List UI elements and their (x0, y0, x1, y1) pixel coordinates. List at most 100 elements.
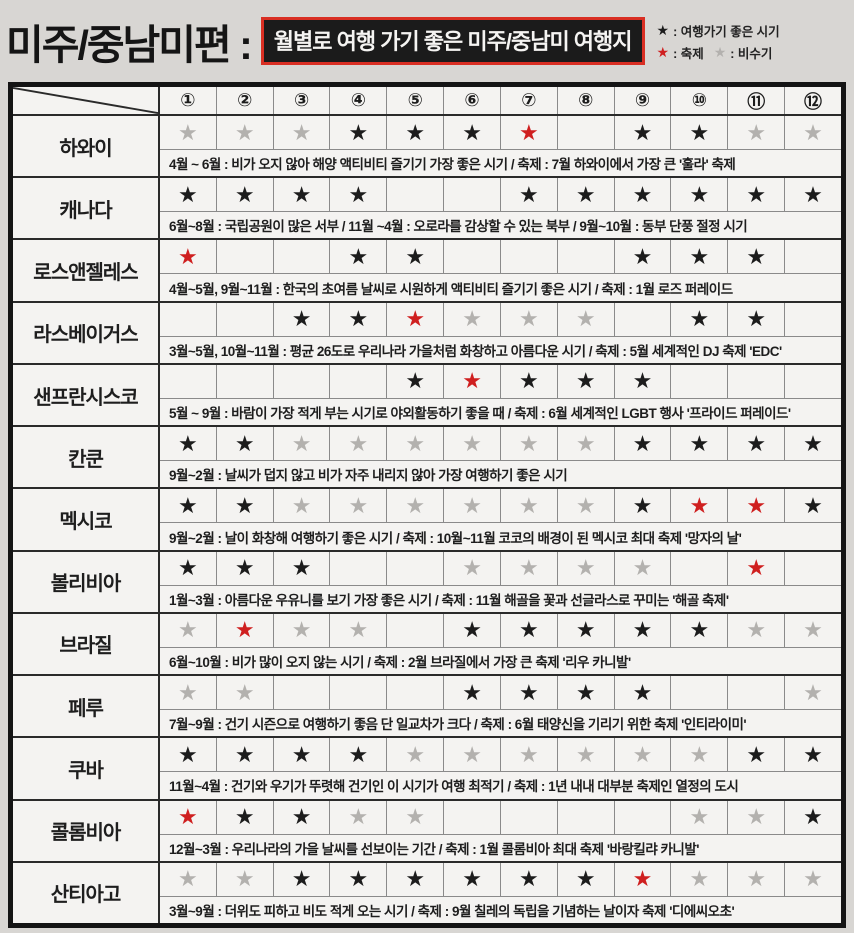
empty-cell-month-3 (272, 364, 330, 398)
gray-star-icon-month-4: ★ (329, 613, 386, 647)
table-row: 콜롬비아 ★ ★ ★ ★ ★ ★ ★ ★ 12월~3월 : 우리나라의 가을 날씨를 선보이는 기… (13, 798, 841, 861)
gray-star-icon-month-7: ★ (499, 302, 557, 336)
gray-star-icon-month-2: ★ (215, 676, 273, 710)
empty-cell-month-4 (329, 551, 386, 585)
month-header-2: ② (215, 87, 273, 114)
black-star-icon-month-8: ★ (556, 862, 614, 896)
stars-strip: ★ ★ ★ ★ ★ (160, 364, 841, 399)
black-star-icon-month-7: ★ (499, 364, 557, 398)
red-star-icon-month-11: ★ (727, 551, 784, 585)
black-star-icon-month-9: ★ (613, 178, 671, 212)
destination-name: 쿠바 (13, 738, 160, 799)
black-star-icon-month-4: ★ (329, 738, 386, 772)
stars-strip: ★ ★ ★ ★ ★ ★ ★ ★ (160, 551, 841, 586)
legend: ★ : 여행가기 좋은 시기 ★ : 축제 ★ : 비수기 (657, 21, 780, 62)
gray-star-icon: ★ (713, 44, 727, 60)
black-star-icon-month-3: ★ (272, 800, 330, 834)
black-star-icon-month-10: ★ (670, 178, 727, 212)
month-header-1: ① (180, 90, 196, 110)
gray-star-icon-month-9: ★ (613, 551, 671, 585)
gray-star-icon-month-4: ★ (329, 489, 386, 523)
months-area: ★ ★ ★ ★ ★ ★ ★ ★ ★ ★ ★ 6월~10월 : 비가 많이 오지 않는 시기 / 축제 … (160, 613, 841, 674)
empty-cell-month-5 (386, 551, 443, 585)
stars-strip: ★ ★ ★ ★ ★ ★ ★ ★ ★ ★ (160, 178, 841, 213)
gray-star-icon-month-8: ★ (556, 489, 614, 523)
black-star-icon-month-9: ★ (613, 240, 671, 274)
black-star-icon-month-4: ★ (329, 116, 386, 149)
black-star-icon-month-7: ★ (499, 862, 557, 896)
black-star-icon-month-3: ★ (272, 551, 330, 585)
destination-name: 페루 (13, 676, 160, 737)
black-star-icon-month-7: ★ (499, 676, 557, 710)
table-row: 페루 ★ ★ ★ ★ ★ ★ ★ 7월~9월 : 건기 시즌으로 여행하기 좋음 단 일교차가 … (13, 674, 841, 737)
black-star-icon-month-2: ★ (215, 738, 273, 772)
gray-star-icon-month-7: ★ (499, 489, 557, 523)
stars-strip: ★ ★ ★ ★ ★ ★ ★ ★ ★ ★ ★ ★ (160, 862, 841, 897)
black-star-icon-month-11: ★ (727, 302, 784, 336)
legend-line-2: ★ : 축제 ★ : 비수기 (657, 43, 780, 62)
black-star-icon-month-12: ★ (784, 427, 841, 461)
gray-star-icon-month-6: ★ (443, 738, 500, 772)
red-star-icon-month-11: ★ (727, 489, 784, 523)
empty-cell-month-12 (784, 302, 841, 336)
table-row: 라스베이거스 ★ ★ ★ ★ ★ ★ ★ ★ 3월~5월, 10월~11월 : 평균 26도로 우… (13, 300, 841, 363)
gray-star-icon-month-8: ★ (556, 738, 614, 772)
black-star-icon-month-9: ★ (613, 364, 671, 398)
black-star-icon-month-9: ★ (613, 613, 671, 647)
legend-label-offseason: : 비수기 (730, 46, 773, 61)
black-star-icon-month-6: ★ (443, 116, 500, 149)
red-star-icon: ★ (656, 44, 670, 60)
gray-star-icon-month-3: ★ (272, 489, 330, 523)
month-header-9: ⑨ (613, 87, 671, 114)
month-header-4: ④ (329, 87, 386, 114)
table-row: 하와이 ★ ★ ★ ★ ★ ★ ★ ★ ★ ★ ★ 4월 ~ 6월 : 비가 오지 않아 해양 액티비티… (13, 116, 841, 177)
months-area: ★ ★ ★ ★ ★ ★ ★ ★ ★ ★ ★ 4월 ~ 6월 : 비가 오지 않아 해양 액티비티 즐기… (160, 116, 841, 176)
black-star-icon-month-4: ★ (329, 178, 386, 212)
destination-note: 7월~9월 : 건기 시즌으로 여행하기 좋음 단 일교차가 크다 / 축제 :… (169, 717, 747, 733)
red-star-icon-month-10: ★ (670, 489, 727, 523)
black-star-icon-month-7: ★ (499, 613, 557, 647)
stars-strip: ★ ★ ★ ★ ★ ★ (160, 240, 841, 275)
legend-label-good-season: : 여행가기 좋은 시기 (673, 24, 780, 39)
table-row: 샌프란시스코 ★ ★ ★ ★ ★ 5월 ~ 9월 : 바람이 가장 적게 부는 시기로 야외… (13, 362, 841, 426)
destination-note: 6월~8월 : 국립공원이 많은 서부 / 11월 ~4월 : 오로라를 감상할… (169, 219, 748, 235)
destination-name: 로스앤젤레스 (13, 240, 160, 301)
gray-star-icon-month-3: ★ (272, 116, 330, 149)
gray-star-icon-month-10: ★ (670, 862, 727, 896)
red-star-icon-month-9: ★ (613, 862, 671, 896)
red-star-icon-month-5: ★ (386, 302, 443, 336)
empty-cell-month-8 (556, 116, 614, 149)
destination-note: 12월~3월 : 우리나라의 가을 날씨를 선보이는 기간 / 축제 : 1월 … (169, 841, 699, 857)
empty-cell-month-3 (272, 676, 330, 710)
black-star-icon-month-5: ★ (386, 862, 443, 896)
gray-star-icon-month-3: ★ (272, 427, 330, 461)
empty-cell-month-4 (329, 676, 386, 710)
destination-note: 6월~10월 : 비가 많이 오지 않는 시기 / 축제 : 2월 브라질에서 … (169, 654, 631, 670)
gray-star-icon-month-6: ★ (443, 302, 500, 336)
table-row: 칸쿤 ★ ★ ★ ★ ★ ★ ★ ★ ★ ★ ★ ★ 9월~2월 : 날씨가 덥지 않고 비가 자주 내리… (13, 425, 841, 488)
stars-strip: ★ ★ ★ ★ ★ ★ ★ ★ (160, 302, 841, 337)
destination-name: 라스베이거스 (13, 302, 160, 363)
gray-star-icon-month-8: ★ (556, 302, 614, 336)
empty-cell-month-2 (215, 240, 273, 274)
black-star-icon-month-2: ★ (215, 427, 273, 461)
months-area: ★ ★ ★ ★ ★ ★ ★ ★ 3월~5월, 10월~11월 : 평균 26도로 우리나라 가을… (160, 302, 841, 363)
gray-star-icon-month-6: ★ (443, 489, 500, 523)
empty-cell-month-6 (443, 178, 500, 212)
black-star-icon-month-3: ★ (272, 178, 330, 212)
gray-star-icon-month-4: ★ (329, 427, 386, 461)
table-row: 볼리비아 ★ ★ ★ ★ ★ ★ ★ ★ 1월~3월 : 아름다운 우유니를 보기 가장 좋은 시… (13, 549, 841, 612)
black-star-icon-month-5: ★ (386, 116, 443, 149)
black-star-icon-month-4: ★ (329, 240, 386, 274)
empty-cell-month-6 (443, 800, 500, 834)
gray-star-icon-month-11: ★ (727, 862, 784, 896)
legend-line-1: ★ : 여행가기 좋은 시기 (657, 21, 780, 40)
gray-star-icon-month-5: ★ (386, 489, 443, 523)
empty-cell-month-12 (784, 551, 841, 585)
black-star-icon-month-9: ★ (613, 427, 671, 461)
black-star-icon-month-2: ★ (215, 800, 273, 834)
destination-note: 11월~4월 : 건기와 우기가 뚜렷해 건기인 이 시기가 여행 최적기 / … (169, 779, 739, 795)
gray-star-icon-month-1: ★ (178, 617, 198, 643)
black-star-icon-month-10: ★ (670, 116, 727, 149)
